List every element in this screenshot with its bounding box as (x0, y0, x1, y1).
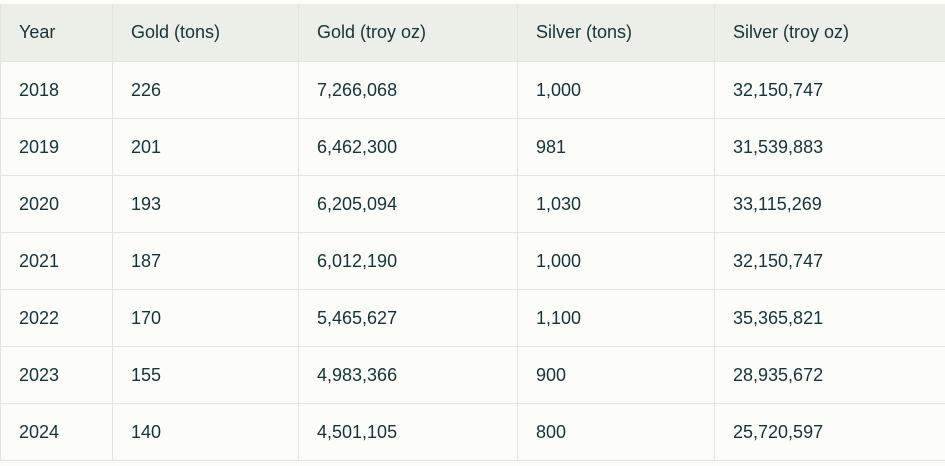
cell-silver-troy-oz: 25,720,597 (715, 404, 945, 461)
cell-silver-tons: 1,030 (518, 176, 715, 233)
cell-silver-tons: 1,000 (518, 233, 715, 290)
table-row: 2021 187 6,012,190 1,000 32,150,747 (1, 233, 945, 290)
cell-gold-troy-oz: 5,465,627 (299, 290, 518, 347)
cell-gold-troy-oz: 6,012,190 (299, 233, 518, 290)
cell-gold-troy-oz: 4,983,366 (299, 347, 518, 404)
cell-year: 2020 (1, 176, 113, 233)
cell-gold-tons: 201 (113, 119, 299, 176)
cell-silver-tons: 1,100 (518, 290, 715, 347)
cell-silver-troy-oz: 32,150,747 (715, 233, 945, 290)
header-row: Year Gold (tons) Gold (troy oz) Silver (… (1, 4, 945, 62)
cell-gold-tons: 155 (113, 347, 299, 404)
cell-silver-tons: 800 (518, 404, 715, 461)
cell-gold-tons: 193 (113, 176, 299, 233)
header-gold-troy-oz: Gold (troy oz) (299, 4, 518, 62)
table-row: 2018 226 7,266,068 1,000 32,150,747 (1, 62, 945, 119)
cell-gold-troy-oz: 6,462,300 (299, 119, 518, 176)
cell-year: 2024 (1, 404, 113, 461)
header-silver-troy-oz: Silver (troy oz) (715, 4, 945, 62)
table-row: 2023 155 4,983,366 900 28,935,672 (1, 347, 945, 404)
cell-gold-tons: 187 (113, 233, 299, 290)
cell-gold-tons: 170 (113, 290, 299, 347)
cell-year: 2021 (1, 233, 113, 290)
cell-gold-troy-oz: 6,205,094 (299, 176, 518, 233)
cell-silver-tons: 981 (518, 119, 715, 176)
cell-year: 2023 (1, 347, 113, 404)
header-gold-tons: Gold (tons) (113, 4, 299, 62)
cell-silver-troy-oz: 31,539,883 (715, 119, 945, 176)
cell-gold-tons: 140 (113, 404, 299, 461)
header-silver-tons: Silver (tons) (518, 4, 715, 62)
cell-silver-troy-oz: 33,115,269 (715, 176, 945, 233)
table-row: 2024 140 4,501,105 800 25,720,597 (1, 404, 945, 461)
cell-gold-troy-oz: 7,266,068 (299, 62, 518, 119)
cell-silver-troy-oz: 35,365,821 (715, 290, 945, 347)
cell-year: 2022 (1, 290, 113, 347)
table-row: 2022 170 5,465,627 1,100 35,365,821 (1, 290, 945, 347)
cell-year: 2019 (1, 119, 113, 176)
cell-year: 2018 (1, 62, 113, 119)
cell-silver-tons: 1,000 (518, 62, 715, 119)
cell-silver-troy-oz: 28,935,672 (715, 347, 945, 404)
cell-silver-troy-oz: 32,150,747 (715, 62, 945, 119)
table-body: 2018 226 7,266,068 1,000 32,150,747 2019… (1, 62, 945, 461)
table-row: 2020 193 6,205,094 1,030 33,115,269 (1, 176, 945, 233)
table-header: Year Gold (tons) Gold (troy oz) Silver (… (1, 4, 945, 62)
cell-gold-tons: 226 (113, 62, 299, 119)
cell-silver-tons: 900 (518, 347, 715, 404)
cell-gold-troy-oz: 4,501,105 (299, 404, 518, 461)
data-table: Year Gold (tons) Gold (troy oz) Silver (… (0, 4, 945, 461)
table-row: 2019 201 6,462,300 981 31,539,883 (1, 119, 945, 176)
header-year: Year (1, 4, 113, 62)
